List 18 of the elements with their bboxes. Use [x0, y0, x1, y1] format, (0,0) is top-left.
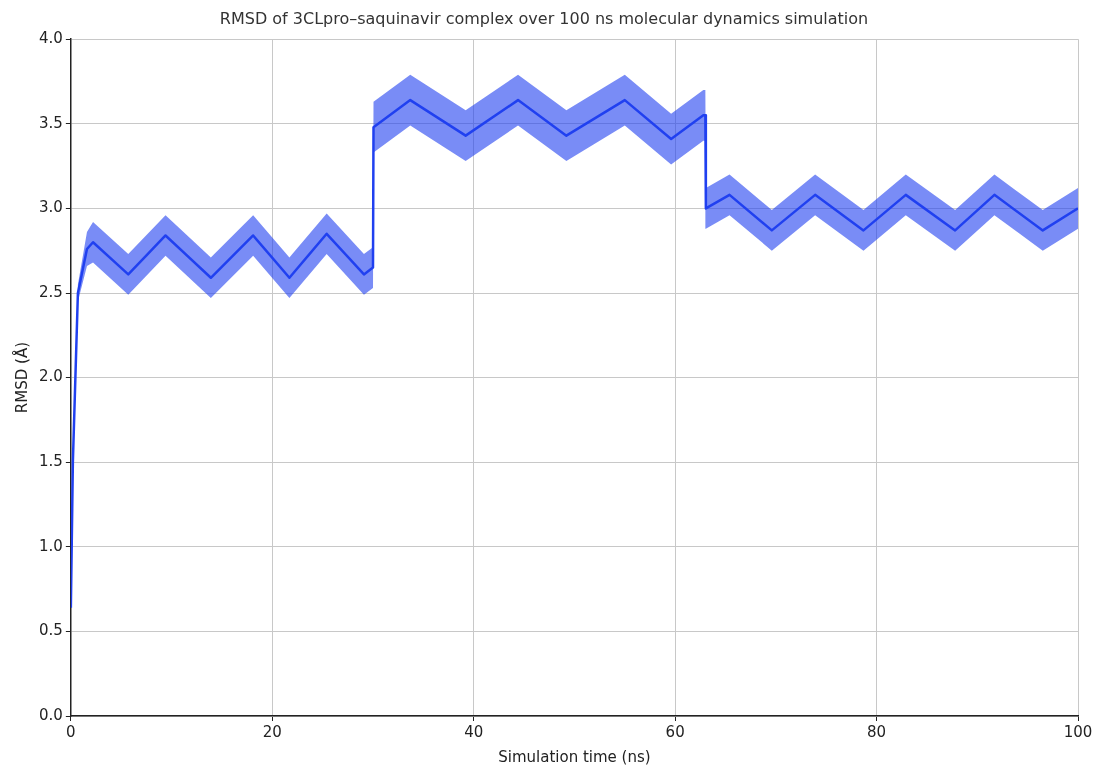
x-tick-label: 80: [867, 722, 887, 741]
x-tick-label: 60: [665, 722, 685, 741]
y-tick-label: 0.0: [39, 705, 63, 724]
x-tick-label: 0: [66, 722, 76, 741]
x-tick-label: 20: [262, 722, 282, 741]
y-tick-label: 4.0: [39, 29, 63, 48]
x-tick-label: 40: [464, 722, 484, 741]
y-axis-title: RMSD (Å): [11, 342, 31, 414]
y-tick-label: 3.5: [39, 113, 63, 132]
y-tick-label: 2.5: [39, 282, 63, 301]
chart-title: RMSD of 3CLpro–saquinavir complex over 100 ns molecular dynamics simulation: [219, 8, 869, 28]
x-axis-title: Simulation time (ns): [498, 747, 651, 766]
x-tick-label: 100: [1063, 722, 1093, 741]
y-tick-label: 0.5: [39, 621, 63, 640]
y-tick-label: 2.0: [39, 367, 63, 386]
y-tick-label: 3.0: [39, 198, 63, 217]
y-tick-label: 1.0: [39, 536, 63, 555]
y-tick-label: 1.5: [39, 452, 63, 471]
